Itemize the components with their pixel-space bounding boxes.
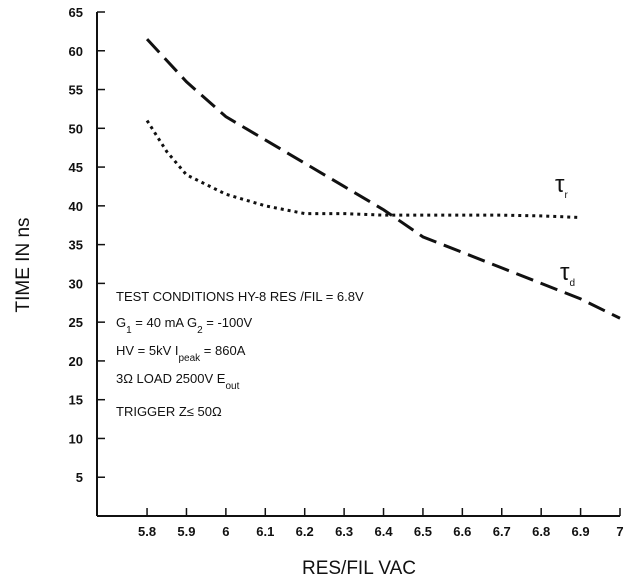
annotation-part: = 40 mA G [132,315,197,330]
x-tick-label: 6.1 [256,524,274,539]
x-tick-label: 6.2 [296,524,314,539]
series-line [145,119,581,219]
x-tick-label: 6.4 [374,524,393,539]
annotation-part: 1 [126,325,132,336]
x-tick-label: 5.9 [177,524,195,539]
series-label: τd [560,259,575,289]
annotation-part: peak [179,353,202,364]
y-tick-label: 45 [69,160,83,175]
annotation-part: = 860A [200,343,246,358]
annotation-part: HV = 5kV I [116,343,179,358]
y-tick-label: 65 [69,5,83,20]
y-tick-label: 60 [69,44,83,59]
annotation: TEST CONDITIONS HY-8 RES /FIL = 6.8V [116,289,364,304]
x-tick-label: 6 [222,524,229,539]
x-tick-label: 5.8 [138,524,156,539]
y-tick-label: 40 [69,199,83,214]
y-axis-label: TIME IN ns [13,217,34,312]
y-tick-label: 25 [69,315,83,330]
annotation-part: out [225,381,239,392]
x-tick-label: 6.3 [335,524,353,539]
y-tick-label: 55 [69,83,83,98]
annotation-part: 3Ω LOAD 2500V E [116,371,226,386]
y-tick-label: 30 [69,276,83,291]
x-tick-label: 6.5 [414,524,432,539]
y-tick-label: 10 [69,431,83,446]
annotation: TRIGGER Z≤ 50Ω [116,404,222,419]
x-tick-label: 6.6 [453,524,471,539]
x-tick-label: 6.7 [493,524,511,539]
x-tick-label: 7 [616,524,623,539]
series-label-part: τ [555,171,565,198]
y-tick-label: 20 [69,354,83,369]
series-label-part: r [564,190,568,201]
annotation: G1 = 40 mA G2 = -100V [116,315,252,336]
annotation-part: G [116,315,126,330]
y-tick-label: 5 [76,470,83,485]
annotation-part: TRIGGER Z≤ 50Ω [116,404,222,419]
annotation: HV = 5kV Ipeak = 860A [116,343,246,364]
series-label-part: τ [560,259,570,286]
series-label: τr [555,171,568,201]
y-tick-label: 50 [69,121,83,136]
annotation-part: = -100V [203,315,253,330]
annotation-part: 2 [197,325,203,336]
y-tick-label: 35 [69,238,83,253]
y-tick-label: 15 [69,393,83,408]
series-line [145,38,621,320]
annotation-part: TEST CONDITIONS HY-8 RES /FIL = 6.8V [116,289,364,304]
x-tick-label: 6.8 [532,524,550,539]
x-axis-label: RES/FIL VAC [302,558,416,579]
annotation: 3Ω LOAD 2500V Eout [116,371,240,392]
series-label-part: d [569,278,575,289]
x-tick-label: 6.9 [572,524,590,539]
